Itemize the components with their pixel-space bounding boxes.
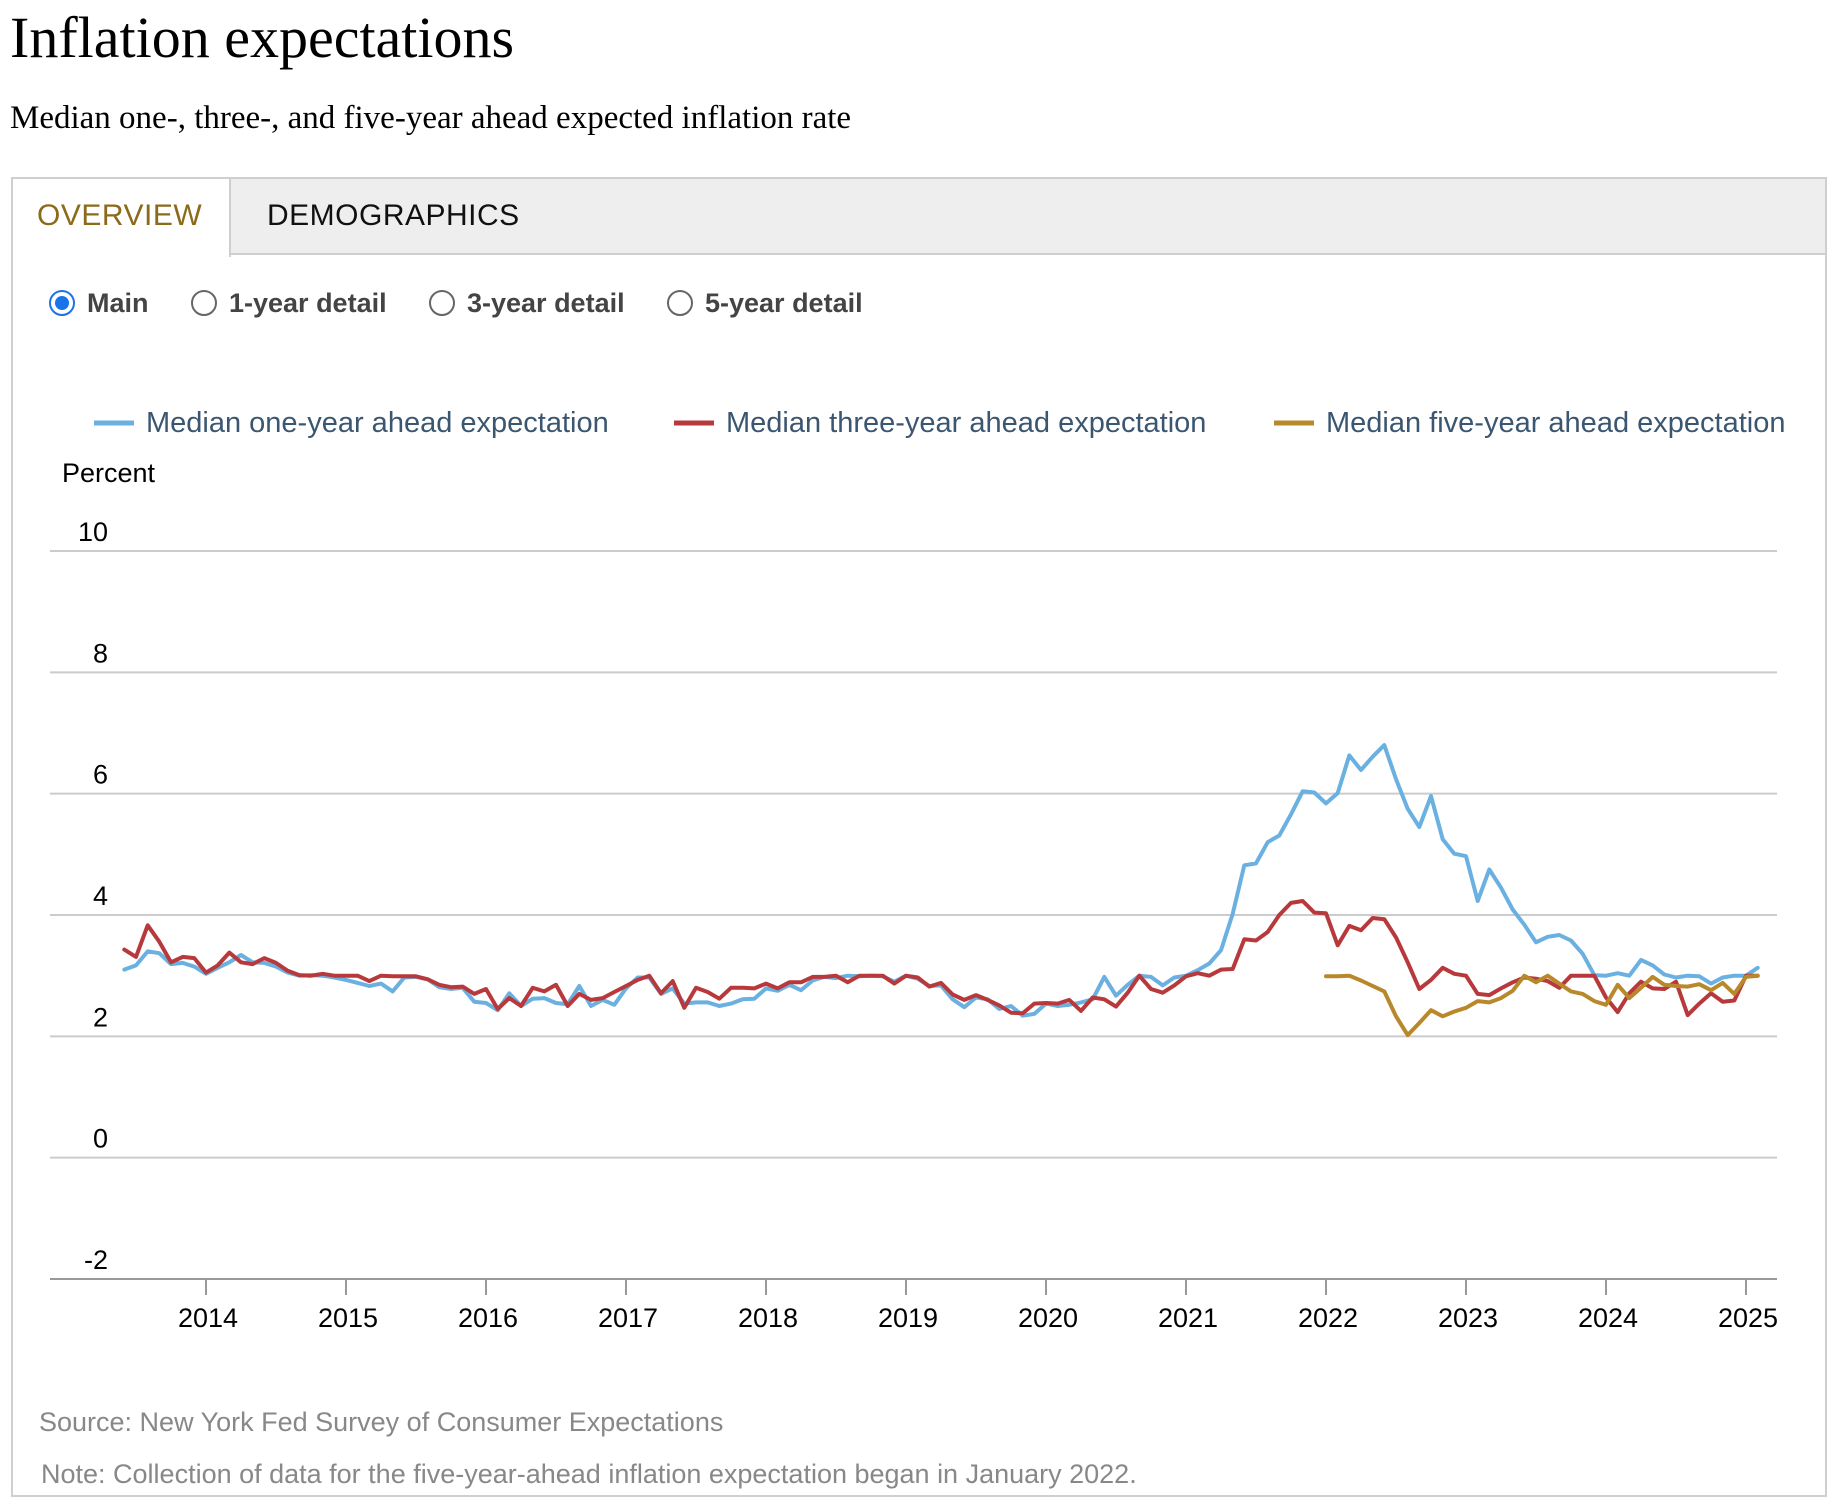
chart-panel: OVERVIEW DEMOGRAPHICS Main 1-year detail… <box>11 177 1827 1497</box>
option-3-year-label: 3-year detail <box>467 287 625 318</box>
series-line <box>1324 973 1760 1038</box>
x-tick-label: 2022 <box>1298 1303 1358 1333</box>
option-5-year-label: 5-year detail <box>705 287 863 318</box>
y-tick-label: 2 <box>93 1002 108 1032</box>
radio-unchecked-icon[interactable] <box>429 290 455 316</box>
radio-checked-icon[interactable] <box>49 290 75 316</box>
x-tick-label: 2017 <box>598 1303 658 1333</box>
option-3-year-detail[interactable]: 3-year detail <box>429 283 625 323</box>
x-tick-label: 2024 <box>1578 1303 1638 1333</box>
legend-label: Median five-year ahead expectation <box>1326 407 1785 439</box>
page-title: Inflation expectations <box>10 5 515 70</box>
x-tick-label: 2014 <box>178 1303 238 1333</box>
legend-label: Median three-year ahead expectation <box>726 407 1206 439</box>
x-tick-label: 2016 <box>458 1303 518 1333</box>
y-tick-label: -2 <box>84 1245 108 1275</box>
x-tick-label: 2023 <box>1438 1303 1498 1333</box>
x-tick-label: 2025 <box>1718 1303 1778 1333</box>
series-line <box>122 743 1760 1018</box>
y-tick-label: 6 <box>93 760 108 790</box>
tab-bar: OVERVIEW DEMOGRAPHICS <box>13 179 1825 257</box>
x-tick-label: 2018 <box>738 1303 798 1333</box>
source-note: Source: New York Fed Survey of Consumer … <box>39 1407 724 1437</box>
x-tick-label: 2021 <box>1158 1303 1218 1333</box>
legend-label: Median one-year ahead expectation <box>146 407 609 439</box>
tab-overview[interactable]: OVERVIEW <box>13 179 231 257</box>
x-tick-label: 2020 <box>1018 1303 1078 1333</box>
page-subtitle: Median one-, three-, and five-year ahead… <box>10 100 852 136</box>
y-tick-label: 0 <box>93 1124 108 1154</box>
option-main-label: Main <box>87 287 149 318</box>
radio-unchecked-icon[interactable] <box>667 290 693 316</box>
option-1-year-detail[interactable]: 1-year detail <box>191 283 387 323</box>
x-tick-label: 2019 <box>878 1303 938 1333</box>
y-tick-label: 10 <box>78 517 108 547</box>
radio-unchecked-icon[interactable] <box>191 290 217 316</box>
y-tick-label: 8 <box>93 638 108 668</box>
y-axis-title: Percent <box>62 458 156 488</box>
data-note: Note: Collection of data for the five-ye… <box>41 1459 1137 1489</box>
x-tick-label: 2015 <box>318 1303 378 1333</box>
tab-demographics[interactable]: DEMOGRAPHICS <box>267 199 520 232</box>
option-5-year-detail[interactable]: 5-year detail <box>667 283 863 323</box>
option-1-year-label: 1-year detail <box>229 287 387 318</box>
series-line <box>122 899 1760 1018</box>
option-main[interactable]: Main <box>49 283 149 323</box>
y-tick-label: 4 <box>93 881 108 911</box>
